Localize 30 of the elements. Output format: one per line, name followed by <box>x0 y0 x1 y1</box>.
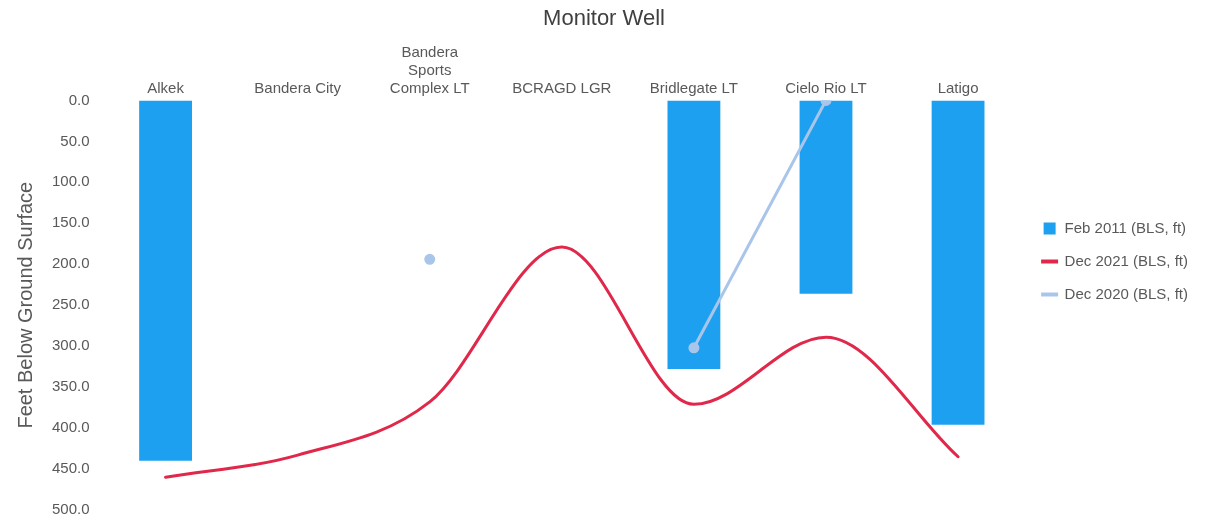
y-tick-label: 250.0 <box>51 295 90 313</box>
y-tick-label: 300.0 <box>51 336 90 354</box>
x-tick-label: Bandera Sports Complex LT <box>389 42 470 96</box>
bar <box>667 100 721 370</box>
bar <box>139 100 192 461</box>
chart-title: Monitor Well <box>543 5 665 31</box>
line-series <box>164 245 960 479</box>
y-tick-label: 200.0 <box>51 254 90 272</box>
y-tick-label: 500.0 <box>51 500 90 518</box>
x-tick-label: Bridlegate LT <box>649 78 738 96</box>
x-tick-label: Bandera City <box>254 78 342 96</box>
bar <box>799 100 853 294</box>
y-tick-label: 50.0 <box>60 131 90 149</box>
x-tick-label: BCRAGD LGR <box>512 78 612 96</box>
y-tick-label: 150.0 <box>51 213 90 231</box>
x-tick-label: Latigo <box>937 78 979 96</box>
point <box>688 342 700 354</box>
y-tick-label: 0.0 <box>68 90 90 108</box>
y-tick-label: 400.0 <box>51 418 90 436</box>
y-tick-label: 350.0 <box>51 377 90 395</box>
y-tick-label: 450.0 <box>51 459 90 477</box>
legend-label: Dec 2021 (BLS, ft) <box>1064 251 1189 269</box>
x-tick-label: Cielo Rio LT <box>785 78 867 96</box>
y-tick-label: 100.0 <box>51 172 90 190</box>
y-axis-title: Feet Below Ground Surface <box>13 181 36 429</box>
point <box>424 253 436 265</box>
x-tick-label: Alkek <box>147 78 185 96</box>
legend-label: Feb 2011 (BLS, ft) <box>1064 218 1187 236</box>
legend-label: Dec 2020 (BLS, ft) <box>1064 284 1189 302</box>
bar <box>931 100 985 425</box>
